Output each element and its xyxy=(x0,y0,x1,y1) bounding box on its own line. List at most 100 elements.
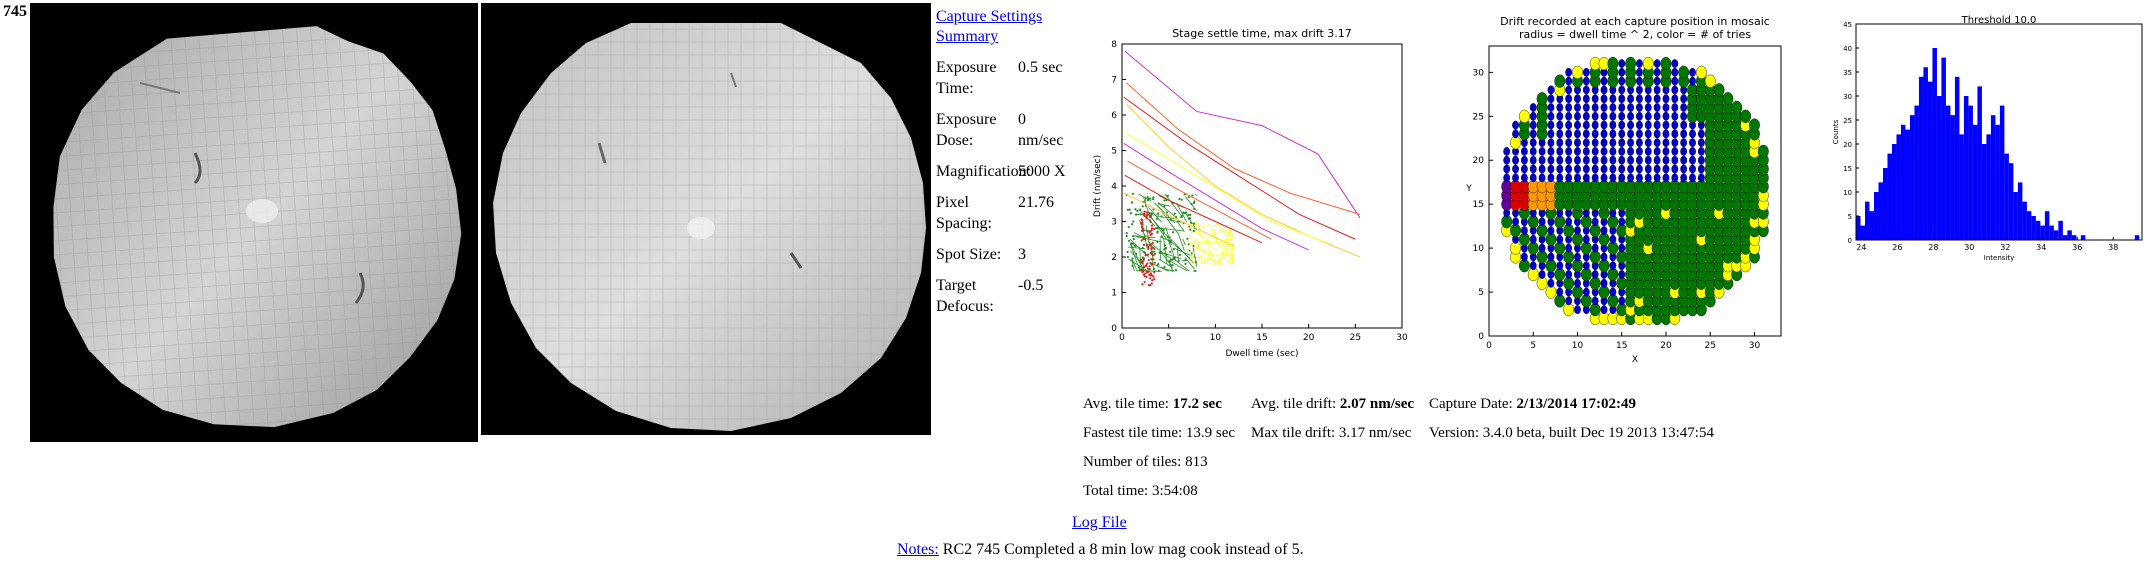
position-marker xyxy=(1644,155,1652,165)
histogram-ytick-label: 30 xyxy=(1843,93,1852,101)
histogram-bar xyxy=(1869,211,1874,240)
position-marker xyxy=(1689,173,1696,183)
settle-cluster-line xyxy=(1127,246,1146,250)
settle-cluster-point xyxy=(1150,212,1153,215)
position-marker xyxy=(1618,138,1626,148)
position-xtick-label: 5 xyxy=(1530,341,1536,351)
position-marker xyxy=(1671,129,1679,139)
settle-cluster-point xyxy=(1143,212,1146,215)
settle-cluster-point xyxy=(1171,269,1174,272)
setting-value: 5000 X xyxy=(1018,163,1066,180)
position-marker xyxy=(1556,138,1564,148)
stats-column-3: Capture Date: 2/13/2014 17:02:49 Version… xyxy=(1429,390,1739,448)
histogram-bar xyxy=(2008,163,2014,240)
settle-cluster-point xyxy=(1189,243,1192,246)
settle-cluster-point xyxy=(1178,197,1181,201)
position-plot-frame xyxy=(1488,45,1782,337)
histogram-bar xyxy=(1986,134,1991,240)
position-marker xyxy=(1565,270,1573,279)
settle-cluster-point xyxy=(1157,212,1160,215)
settle-cluster-point xyxy=(1220,258,1223,261)
position-marker xyxy=(1618,296,1626,306)
mosaic-image-right[interactable] xyxy=(481,3,931,435)
settle-cluster-point xyxy=(1202,262,1205,265)
position-marker xyxy=(1680,138,1688,148)
settle-cluster-line xyxy=(1177,232,1185,251)
settle-cluster-point xyxy=(1189,228,1192,231)
settle-cluster-point xyxy=(1146,214,1149,217)
capture-settings-link[interactable]: Capture Settings xyxy=(936,8,1043,25)
settle-cluster-point xyxy=(1152,254,1155,257)
position-marker xyxy=(1662,103,1670,112)
position-marker xyxy=(1512,217,1519,227)
position-marker xyxy=(1538,155,1546,165)
capture-date-label: Capture Date: xyxy=(1429,396,1517,412)
position-marker xyxy=(1618,59,1626,68)
position-marker xyxy=(1680,94,1688,104)
settle-cluster-point xyxy=(1152,258,1155,261)
position-marker xyxy=(1609,120,1617,130)
settle-cluster-point xyxy=(1131,223,1134,226)
position-marker xyxy=(1678,65,1690,79)
position-marker xyxy=(1503,173,1511,183)
position-marker xyxy=(1591,217,1599,227)
settle-cluster-point xyxy=(1174,215,1178,219)
position-marker xyxy=(1609,287,1617,297)
settle-cluster-line xyxy=(1187,239,1210,258)
position-marker xyxy=(1529,155,1537,165)
settle-cluster-point xyxy=(1149,277,1152,280)
position-marker xyxy=(1565,217,1573,227)
summary-link[interactable]: Summary xyxy=(936,28,999,45)
settle-cluster-point xyxy=(1131,242,1135,245)
position-marker xyxy=(1662,120,1670,130)
position-marker xyxy=(1547,111,1555,121)
settle-cluster-point xyxy=(1213,230,1216,233)
settle-cluster-point xyxy=(1166,194,1169,197)
settle-cluster-line xyxy=(1177,246,1179,261)
settle-cluster-point xyxy=(1149,220,1152,224)
settle-cluster-point xyxy=(1140,222,1143,225)
settle-cluster-point xyxy=(1156,240,1159,243)
log-file-link[interactable]: Log File xyxy=(1072,514,1127,531)
position-marker xyxy=(1627,120,1634,130)
position-marker xyxy=(1538,147,1546,156)
settle-cluster-point xyxy=(1148,267,1151,271)
settle-cluster-line xyxy=(1225,238,1228,256)
position-marker xyxy=(1547,129,1555,139)
notes-link[interactable]: Notes: xyxy=(897,541,939,558)
settle-ytick-label: 3 xyxy=(1111,218,1117,228)
position-marker xyxy=(1538,173,1546,183)
setting-label: Pixel Spacing: xyxy=(936,194,992,232)
settle-cluster-point xyxy=(1146,267,1150,270)
position-marker xyxy=(1704,74,1716,88)
position-marker xyxy=(1618,94,1626,104)
settle-cluster-point xyxy=(1140,226,1144,229)
histogram-bar xyxy=(1896,134,1901,240)
position-marker xyxy=(1574,103,1581,112)
settle-cluster-point xyxy=(1187,226,1190,229)
setting-label: Spot Size: xyxy=(936,246,1002,263)
avg-tile-drift-value: 2.07 nm/sec xyxy=(1339,396,1415,412)
settle-cluster-point xyxy=(1218,258,1221,261)
histogram-bar xyxy=(1990,115,1996,240)
settle-cluster-point xyxy=(1139,258,1143,261)
settle-cluster-point xyxy=(1146,262,1149,265)
position-marker xyxy=(1529,111,1537,121)
position-marker xyxy=(1556,129,1564,139)
position-marker xyxy=(1627,94,1634,104)
position-marker xyxy=(1671,85,1679,95)
settle-cluster-point xyxy=(1149,272,1153,275)
position-marker xyxy=(1689,147,1696,156)
position-marker xyxy=(1689,67,1696,77)
setting-label: Exposure Dose: xyxy=(936,111,997,149)
settle-cluster-point xyxy=(1141,270,1145,273)
position-marker xyxy=(1582,138,1590,148)
position-marker xyxy=(1591,103,1599,112)
settle-cluster-line xyxy=(1132,259,1137,270)
mosaic-image-left[interactable] xyxy=(30,3,478,442)
settle-xlabel: Dwell time (sec) xyxy=(1225,349,1298,359)
position-marker xyxy=(1618,76,1626,86)
histogram-plot-frame xyxy=(1855,23,2143,241)
position-marker xyxy=(1538,243,1546,253)
settle-cluster-point xyxy=(1143,275,1146,278)
